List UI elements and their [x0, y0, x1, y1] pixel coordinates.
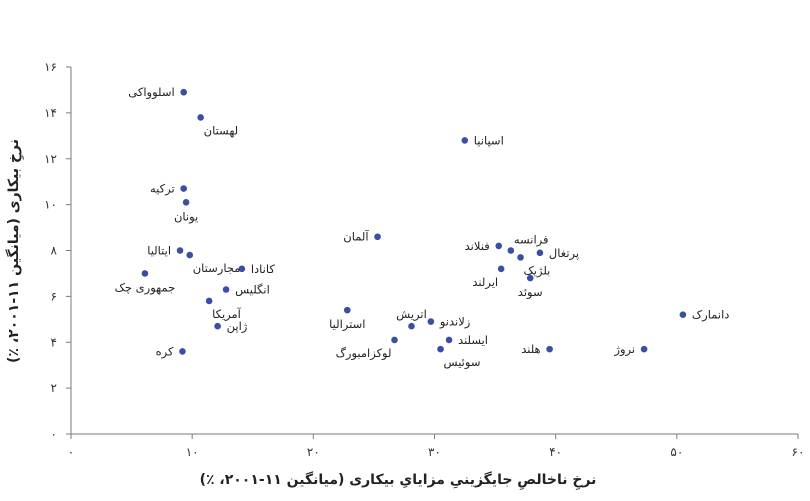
data-point-label: نروژ: [613, 342, 635, 357]
data-point: [197, 114, 204, 121]
data-point-label: ایسلند: [458, 333, 488, 347]
data-point-label: ژاپن: [227, 319, 248, 334]
data-point-label: ایرلند: [472, 275, 498, 290]
data-point: [179, 348, 186, 355]
data-point-label: جمهوری چک: [115, 280, 176, 295]
data-points: [141, 88, 687, 355]
data-point-label: انگلیس: [235, 282, 270, 297]
data-point: [507, 247, 515, 254]
x-tick-label: ۲۰: [307, 445, 320, 459]
data-point: [445, 336, 453, 344]
y-tick-label: ۱۴: [44, 106, 57, 120]
y-tick-label: ۶: [51, 289, 57, 303]
y-tick-label: ۱۲: [44, 152, 57, 166]
data-point-label: آمریکا: [212, 307, 242, 322]
x-tick-label: ۱۰: [186, 445, 199, 459]
data-point: [427, 318, 435, 325]
data-point-label: بلژیک: [524, 263, 551, 278]
data-point: [526, 274, 534, 282]
x-tick-label: ۶۰: [792, 445, 805, 459]
y-axis-title: نرخِ بیکاری (میانگین ۱۱-۲۰۰۱، ٪): [5, 139, 24, 363]
data-point-label: فرانسه: [514, 233, 549, 248]
data-point: [546, 345, 553, 353]
plot-area: ۰ ۲ ۴ ۶ ۸ ۱۰ ۱۲ ۱۴ ۱۶ ۰ ۱۰ ۲۰ ۳۰ ۴۰ ۵۰ ۶۰ اسلوواکی لهست…: [44, 60, 804, 459]
data-point: [180, 88, 187, 96]
x-tick-label: ۰: [68, 445, 74, 459]
data-point-label: دانمارک: [692, 308, 730, 323]
y-tick-label: ۲: [51, 381, 57, 395]
data-point: [679, 311, 687, 319]
y-tick-label: ۱۶: [44, 60, 57, 74]
data-point-label: زلاندنو: [439, 315, 471, 330]
data-point-label: اتریش: [396, 307, 427, 322]
data-point: [497, 265, 505, 273]
data-point: [238, 265, 246, 273]
y-tick-label: ۱۰: [44, 198, 57, 212]
x-tick-label: ۴۰: [549, 445, 562, 459]
y-tick-label: ۴: [51, 335, 57, 349]
data-point: [182, 199, 190, 206]
data-point-label: اسپانیا: [474, 133, 504, 147]
y-tick-label: ۸: [51, 244, 58, 258]
data-point-label: ترکیه: [150, 182, 175, 197]
data-point-label: هلند: [521, 342, 540, 356]
data-point-label: سوئیس: [444, 355, 481, 370]
data-point-label: مجارستان: [193, 261, 241, 276]
data-point-label: پرتغال: [549, 246, 579, 261]
data-point: [186, 251, 194, 259]
data-point-label: کره: [156, 344, 174, 359]
data-point: [205, 297, 213, 305]
data-point: [461, 137, 469, 144]
data-point: [176, 247, 184, 254]
data-point-label: استرالیا: [329, 317, 365, 332]
data-point: [391, 336, 398, 344]
data-point: [408, 322, 415, 330]
x-tick-label: ۵۰: [670, 445, 683, 459]
data-point-label: کانادا: [251, 262, 276, 276]
data-point: [640, 345, 648, 353]
data-point: [437, 345, 444, 353]
data-point: [343, 306, 351, 314]
point-labels: اسلوواکی لهستان اسپانیا ترکیه یونان آلمان فنلا…: [115, 85, 730, 370]
y-axis-ticks: ۰ ۲ ۴ ۶ ۸ ۱۰ ۱۲ ۱۴ ۱۶: [44, 60, 71, 441]
data-point-label: لوکزامبورگ: [336, 346, 392, 361]
data-point-label: یونان: [174, 209, 198, 224]
data-point: [141, 270, 149, 277]
x-axis-title: نرخِ ناخالصِ جایگزینیِ مزایایِ بیکاری (م…: [200, 471, 597, 490]
data-point-label: لهستان: [204, 123, 238, 137]
data-point-label: فنلاند: [465, 239, 490, 253]
x-tick-label: ۳۰: [428, 445, 441, 459]
data-point-label: سوئد: [518, 285, 543, 300]
data-point: [214, 322, 221, 330]
data-point: [517, 254, 524, 261]
data-point: [536, 249, 544, 257]
y-tick-label: ۰: [51, 427, 57, 441]
data-point: [374, 233, 381, 241]
data-point-label: ایتالیا: [147, 244, 171, 258]
data-point: [222, 286, 230, 293]
data-point-label: اسلوواکی: [128, 85, 174, 100]
data-point: [495, 242, 503, 250]
data-point: [180, 185, 187, 192]
x-axis-ticks: ۰ ۱۰ ۲۰ ۳۰ ۴۰ ۵۰ ۶۰: [68, 434, 805, 459]
data-point-label: آلمان: [343, 230, 369, 244]
